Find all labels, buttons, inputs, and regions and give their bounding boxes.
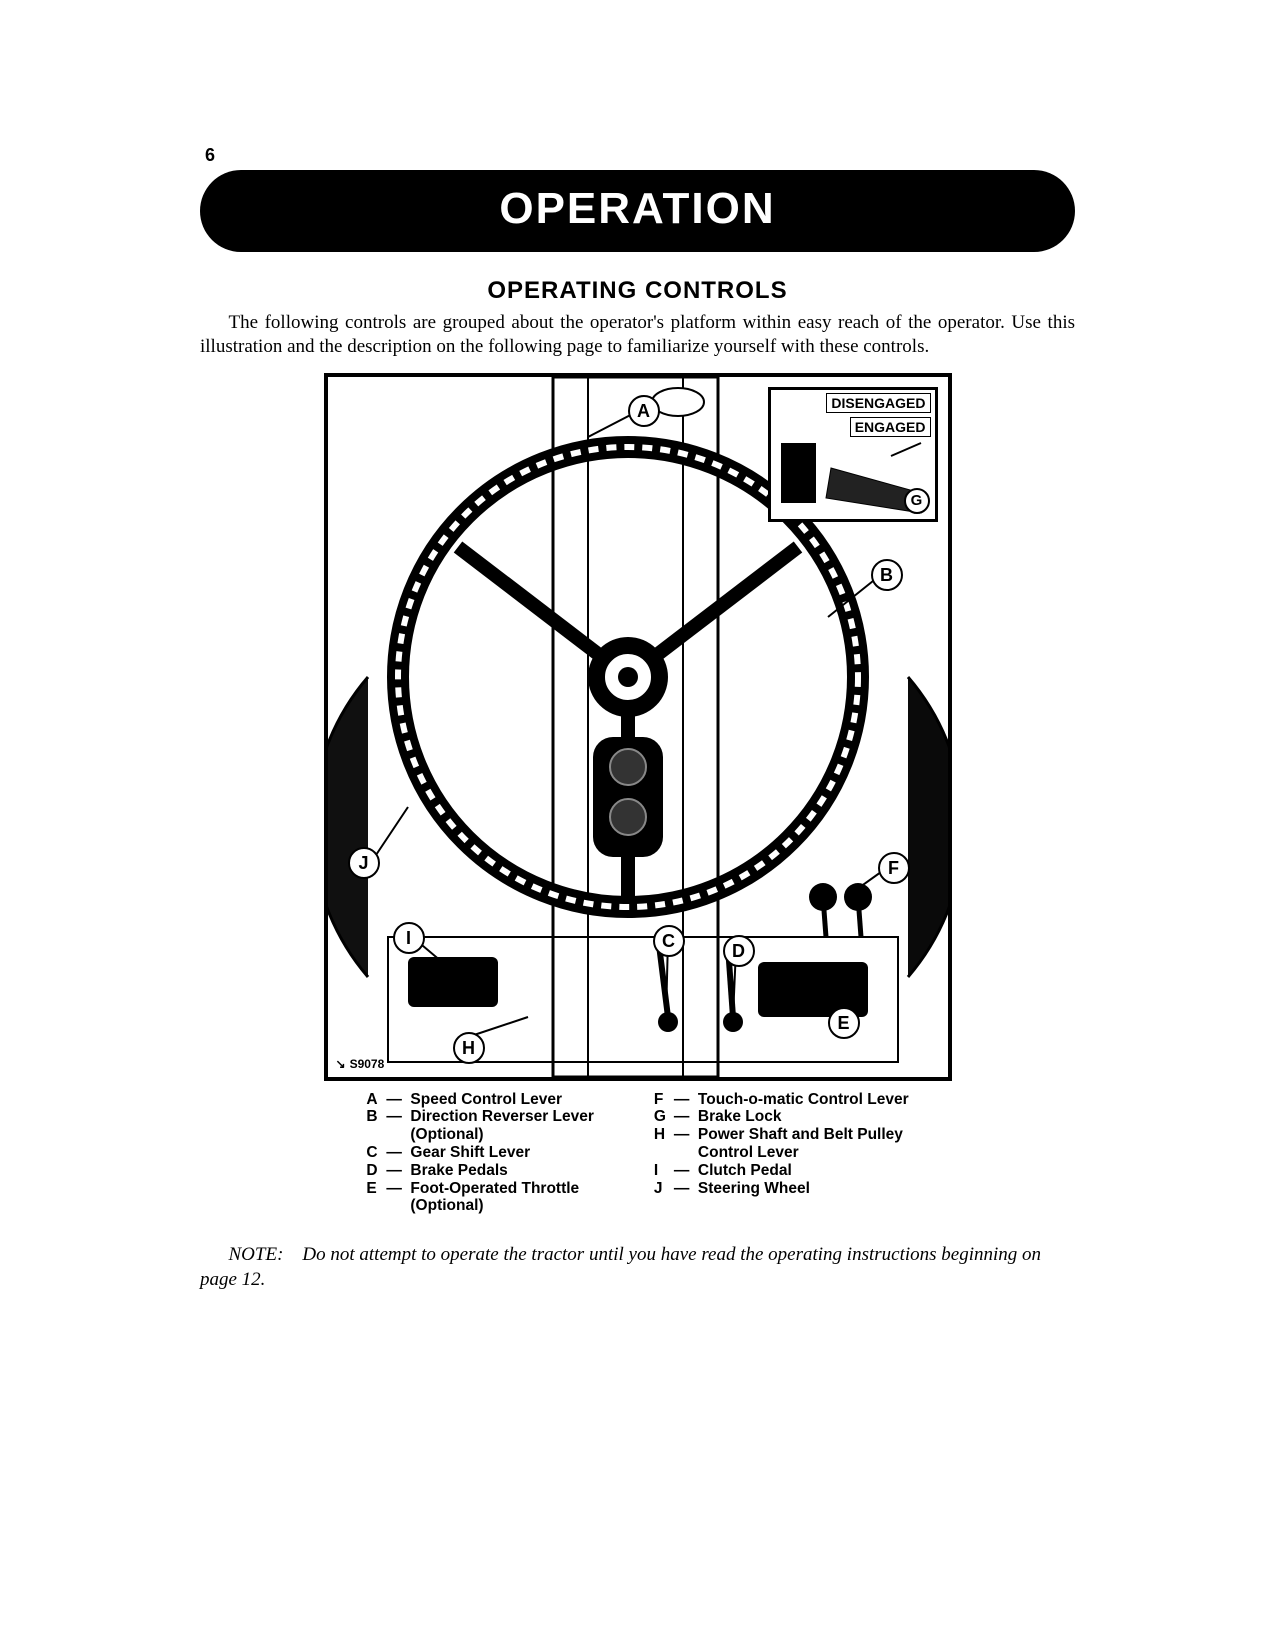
legend-label: Direction Reverser Lever bbox=[410, 1108, 594, 1126]
manual-page: 6 OPERATION OPERATING CONTROLS The follo… bbox=[0, 0, 1275, 1650]
legend-column-right: F —Touch-o-matic Control LeverG —Brake L… bbox=[654, 1091, 909, 1216]
legend-entry: G —Brake Lock bbox=[654, 1108, 909, 1126]
callout-d: D bbox=[723, 935, 755, 967]
legend-entry: J —Steering Wheel bbox=[654, 1180, 909, 1198]
callout-h: H bbox=[453, 1032, 485, 1064]
legend-label: Clutch Pedal bbox=[698, 1162, 792, 1180]
legend-label: Gear Shift Lever bbox=[410, 1144, 530, 1162]
inset-detail: DISENGAGED ENGAGED G bbox=[768, 387, 938, 522]
legend-label: Foot-Operated Throttle bbox=[410, 1180, 579, 1198]
callout-f: F bbox=[878, 852, 910, 884]
section-subheader: OPERATING CONTROLS bbox=[200, 277, 1075, 305]
page-number: 6 bbox=[205, 145, 215, 166]
legend-entry: A —Speed Control Lever bbox=[366, 1091, 594, 1109]
legend-entry: E —Foot-Operated Throttle(Optional) bbox=[366, 1180, 594, 1216]
section-banner: OPERATION bbox=[200, 170, 1075, 252]
callout-e: E bbox=[828, 1007, 860, 1039]
controls-illustration: DISENGAGED ENGAGED G S9078 A B C D E F H I J bbox=[324, 373, 952, 1081]
legend-label: Steering Wheel bbox=[698, 1180, 810, 1198]
figure-legend: A —Speed Control LeverB —Direction Rever… bbox=[200, 1091, 1075, 1216]
callout-j: J bbox=[348, 847, 380, 879]
legend-label: Speed Control Lever bbox=[410, 1091, 562, 1109]
operating-note: NOTE: Do not attempt to operate the trac… bbox=[200, 1243, 1075, 1292]
inset-label-disengaged: DISENGAGED bbox=[826, 393, 930, 413]
note-label: NOTE: bbox=[229, 1244, 284, 1265]
legend-label: Power Shaft and Belt Pulley bbox=[698, 1126, 903, 1144]
legend-column-left: A —Speed Control LeverB —Direction Rever… bbox=[366, 1091, 594, 1216]
legend-entry: H —Power Shaft and Belt PulleyControl Le… bbox=[654, 1126, 909, 1162]
intro-paragraph: The following controls are grouped about… bbox=[200, 311, 1075, 359]
callout-g-inset: G bbox=[904, 488, 930, 514]
legend-sublabel: (Optional) bbox=[410, 1197, 594, 1215]
inset-label-engaged: ENGAGED bbox=[850, 417, 931, 437]
legend-sublabel: Control Lever bbox=[698, 1144, 909, 1162]
legend-entry: F —Touch-o-matic Control Lever bbox=[654, 1091, 909, 1109]
callout-c: C bbox=[653, 925, 685, 957]
legend-label: Brake Lock bbox=[698, 1108, 782, 1126]
legend-entry: D —Brake Pedals bbox=[366, 1162, 594, 1180]
legend-entry: I —Clutch Pedal bbox=[654, 1162, 909, 1180]
legend-sublabel: (Optional) bbox=[410, 1126, 594, 1144]
figure-number: S9078 bbox=[336, 1057, 385, 1071]
legend-label: Brake Pedals bbox=[410, 1162, 507, 1180]
legend-label: Touch-o-matic Control Lever bbox=[698, 1091, 909, 1109]
callout-b: B bbox=[871, 559, 903, 591]
note-body: Do not attempt to operate the tractor un… bbox=[200, 1244, 1041, 1290]
callout-i: I bbox=[393, 922, 425, 954]
legend-entry: C —Gear Shift Lever bbox=[366, 1144, 594, 1162]
legend-entry: B —Direction Reverser Lever(Optional) bbox=[366, 1108, 594, 1144]
callout-a: A bbox=[628, 395, 660, 427]
